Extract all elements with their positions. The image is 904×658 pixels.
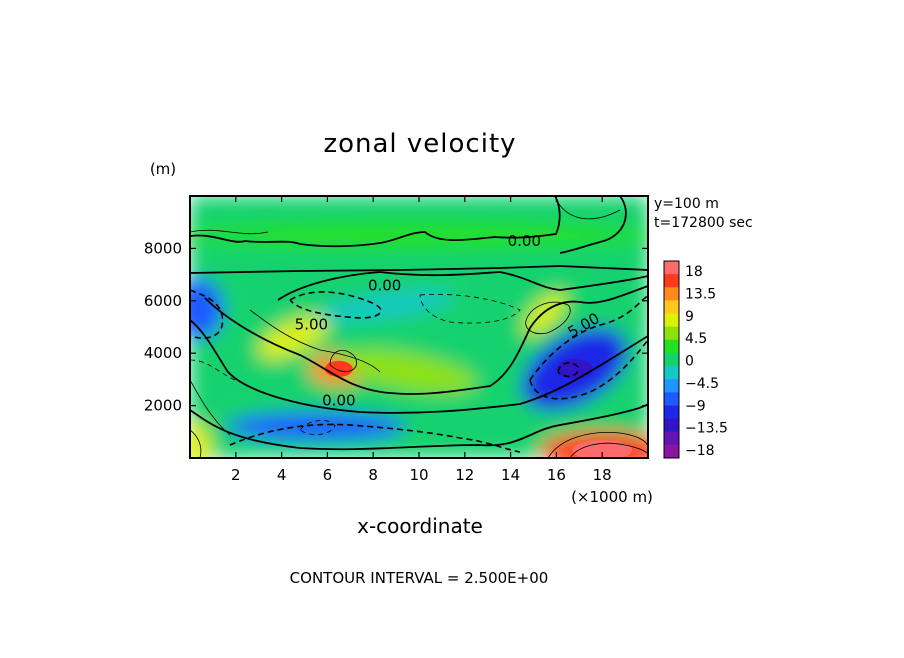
- field-min-left: [190, 278, 224, 339]
- colorbar-swatch-13: [664, 418, 679, 433]
- x-tick-label-12: 12: [455, 466, 474, 484]
- contour-label-2: 0.00: [368, 276, 401, 294]
- y-tick-label-4000: 4000: [144, 344, 182, 362]
- x-tick-label-8: 8: [368, 466, 378, 484]
- colorbar-swatch-14: [664, 431, 679, 446]
- x-tick-label-16: 16: [547, 466, 566, 484]
- contour-line-2: [190, 196, 561, 248]
- field-jet-left: [257, 315, 329, 360]
- colorbar-swatch-4: [664, 300, 679, 315]
- y-tick-label-8000: 8000: [144, 239, 182, 257]
- x-unit-label: (×1000 m): [571, 488, 653, 506]
- colorbar-swatch-15: [664, 444, 679, 459]
- contour-line-6: [277, 271, 648, 301]
- y-tick-label-2000: 2000: [144, 397, 182, 415]
- contour-line-7: [204, 285, 648, 395]
- field-min-bottom: [225, 412, 406, 441]
- contour-line-23: [547, 432, 648, 458]
- colorbar-swatch-11: [664, 392, 679, 406]
- x-axis-label: x-coordinate: [357, 514, 483, 538]
- colorbar-label-1: 18: [685, 264, 703, 280]
- field-core-max-center: [324, 360, 353, 377]
- contour-line-12: [190, 379, 231, 436]
- contour-line-4: [554, 196, 621, 220]
- contour-line-13: [329, 349, 357, 373]
- x-tick-label-10: 10: [409, 466, 428, 484]
- colorbar-swatch-5: [664, 313, 679, 328]
- colorbar-swatch-10: [664, 379, 679, 393]
- contour-line-18: [557, 362, 579, 378]
- y-unit-label: (m): [150, 160, 176, 178]
- colorbar: 18 13.5 9 4.5 0 −4.5 −9 −13.5 −18: [663, 260, 728, 459]
- axes: 2 4 6 8 10 12 14 16 18 2000 4000 6000 8000: [144, 196, 648, 484]
- contour-line-8: [249, 309, 381, 373]
- contour-line-14: [190, 289, 224, 339]
- field-blobs: [190, 196, 648, 458]
- contour-line-20: [299, 420, 336, 436]
- colorbar-swatch-1: [664, 261, 679, 275]
- x-tick-label-6: 6: [323, 466, 333, 484]
- contour-line-24: [569, 442, 648, 458]
- contour-line-5: [190, 229, 269, 235]
- colorbar-label-6: −4.5: [685, 376, 719, 392]
- contour-interval-label: CONTOUR INTERVAL = 2.500E+00: [290, 569, 549, 587]
- field-core-min-right: [556, 358, 593, 379]
- contour-label-4: 0.00: [322, 392, 355, 410]
- colorbar-swatch-2: [664, 274, 679, 288]
- info-line-y: y=100 m: [654, 196, 719, 212]
- colorbar-swatch-6: [664, 326, 679, 341]
- field-min-upper-mid: [315, 290, 454, 322]
- contour-line-9: [525, 301, 571, 335]
- field-jet-middle: [338, 350, 477, 394]
- colorbar-swatch-8: [664, 352, 679, 367]
- contour-lines: [190, 196, 648, 458]
- contour-label-3: 5.00: [295, 316, 328, 334]
- colorbar-swatch-7: [664, 339, 679, 354]
- contour-line-17: [529, 339, 648, 400]
- colorbar-swatch-9: [664, 366, 679, 380]
- colorbar-swatch-3: [664, 287, 679, 301]
- contour-line-16: [529, 295, 648, 381]
- field-jet-right-upper: [523, 292, 567, 336]
- contour-line-21: [190, 359, 241, 383]
- field-background: [190, 196, 648, 458]
- contour-line-15: [289, 291, 382, 319]
- colorbar-label-2: 13.5: [685, 286, 716, 302]
- contour-line-1: [190, 265, 648, 274]
- contour-line-11: [190, 403, 648, 451]
- field-core-max-bottom-right: [572, 440, 633, 458]
- x-tick-label-14: 14: [501, 466, 520, 484]
- colorbar-swatch-12: [664, 405, 679, 420]
- colorbar-label-8: −13.5: [685, 421, 728, 437]
- contour-line-22: [419, 294, 521, 324]
- x-tick-label-4: 4: [277, 466, 287, 484]
- info-line-t: t=172800 sec: [654, 215, 753, 231]
- contour-line-19: [229, 423, 521, 453]
- x-tick-label-2: 2: [231, 466, 241, 484]
- colorbar-label-5: 0: [685, 354, 694, 370]
- contour-label-1: 0.00: [508, 232, 541, 250]
- y-tick-label-6000: 6000: [144, 292, 182, 310]
- colorbar-label-7: −9: [685, 398, 706, 414]
- colorbar-frame: [663, 260, 680, 459]
- chart-title: zonal velocity: [323, 129, 516, 159]
- colorbar-label-4: 4.5: [685, 331, 707, 347]
- field-band-8000: [190, 221, 648, 250]
- colorbar-label-3: 9: [685, 309, 694, 325]
- contour-line-25: [190, 429, 202, 458]
- x-tick-label-18: 18: [593, 466, 612, 484]
- colorbar-label-9: −18: [685, 443, 715, 459]
- contour-line-10: [190, 319, 648, 414]
- contour-line-3: [559, 196, 627, 254]
- field-max-bottom-left: [190, 422, 211, 458]
